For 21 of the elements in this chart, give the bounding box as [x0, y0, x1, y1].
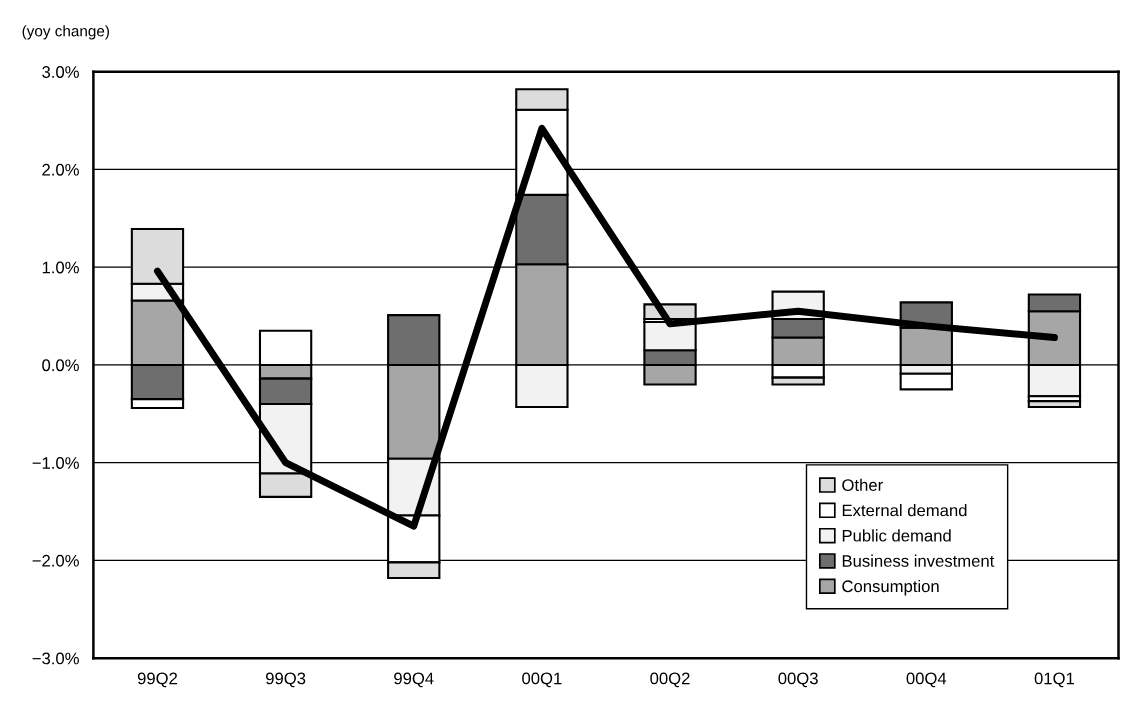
y-tick-label: 0.0% [42, 359, 79, 372]
y-tick-label: 1.0% [42, 261, 79, 274]
legend-label: Public demand [842, 529, 951, 542]
x-tick-label: 99Q3 [266, 672, 306, 688]
x-tick-label: 01Q1 [1034, 672, 1074, 688]
legend-label: Business investment [842, 554, 995, 567]
y-tick-label: 3.0% [42, 66, 79, 78]
legend-label: External demand [842, 504, 967, 517]
x-tick-label: 00Q2 [650, 672, 690, 688]
y-tick-label: −1.0% [32, 457, 79, 469]
legend-label: Consumption [842, 579, 939, 596]
x-tick-label: 99Q2 [137, 672, 178, 688]
x-tick-label: 00Q3 [778, 672, 818, 688]
y-tick-label: −3.0% [32, 652, 79, 665]
y-tick-label: 2.0% [42, 163, 79, 176]
x-tick-label: 99Q4 [394, 672, 434, 688]
x-tick-label: 00Q1 [522, 672, 562, 688]
x-tick-label: 00Q4 [906, 672, 947, 688]
y-axis-title: (yoy change) [22, 25, 110, 40]
legend-label: Other [842, 478, 883, 491]
y-tick-label: −2.0% [32, 554, 79, 567]
